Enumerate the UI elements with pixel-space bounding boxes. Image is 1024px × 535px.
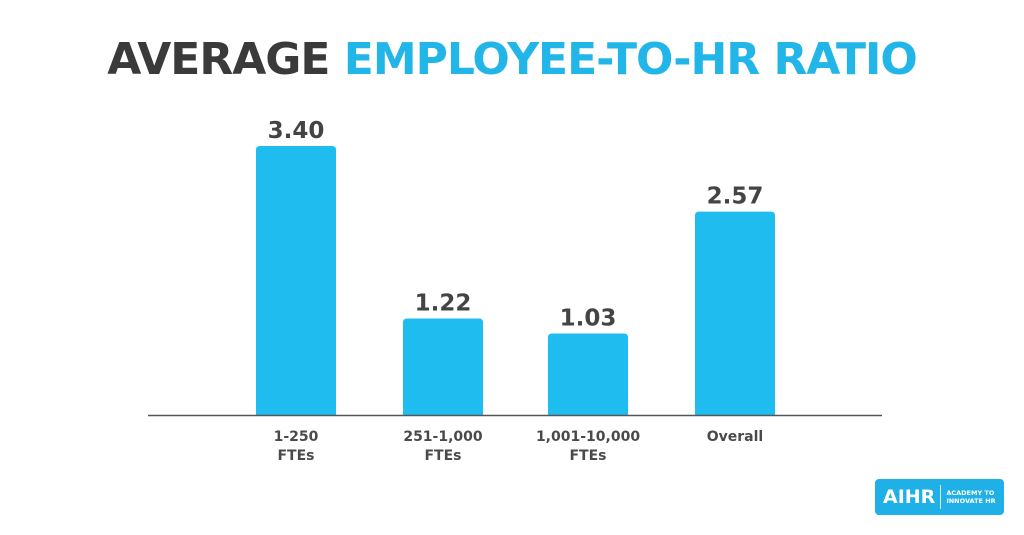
x-tick-label-3-line-2: FTEs — [569, 448, 606, 464]
bar-2 — [403, 318, 483, 415]
x-tick-label-1-line-2: FTEs — [277, 448, 314, 464]
x-tick-label-3-line-1: 1,001-10,000 — [536, 429, 640, 445]
x-tick-label-1-line-1: 1-250 — [274, 429, 319, 445]
chart-title: AVERAGE EMPLOYEE-TO-HR RATIO — [0, 30, 1024, 90]
aihr-logo: AIHR ACADEMY TO INNOVATE HR — [875, 479, 1004, 515]
logo-name: AIHR — [883, 486, 936, 508]
x-tick-label-4-line-1: Overall — [707, 429, 763, 445]
title-part-accent: EMPLOYEE-TO-HR RATIO — [343, 34, 918, 85]
bar-value-label-3: 1.03 — [560, 306, 617, 332]
bar-3 — [548, 333, 628, 415]
bar-1 — [256, 146, 336, 415]
x-tick-label-2-line-2: FTEs — [424, 448, 461, 464]
title-part-dark: AVERAGE — [107, 34, 330, 85]
bar-value-label-2: 1.22 — [415, 290, 472, 316]
logo-divider — [940, 485, 942, 509]
x-tick-label-2-line-1: 251-1,000 — [403, 429, 483, 445]
logo-tagline: ACADEMY TO INNOVATE HR — [946, 489, 995, 505]
logo-tagline-line-1: ACADEMY TO — [946, 489, 995, 497]
bar-value-label-1: 3.40 — [268, 118, 325, 144]
bar-value-label-4: 2.57 — [707, 184, 764, 210]
bar-4 — [695, 211, 775, 415]
logo-tagline-line-2: INNOVATE HR — [946, 497, 996, 505]
